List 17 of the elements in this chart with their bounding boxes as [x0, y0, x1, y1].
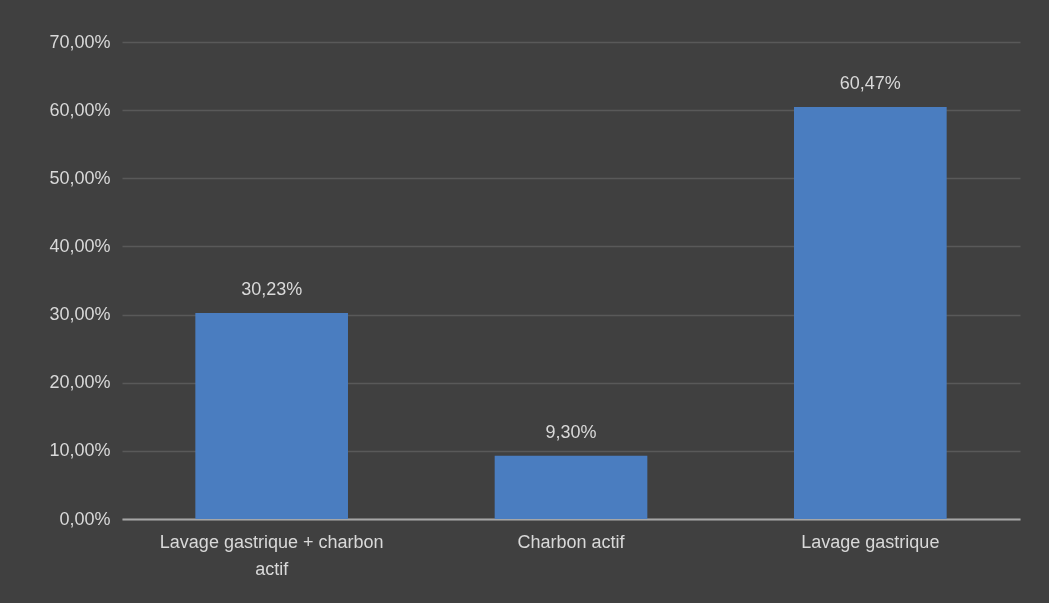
bar	[794, 106, 947, 519]
y-tick-label: 40,00%	[49, 235, 111, 256]
y-tick-label: 10,00%	[49, 440, 111, 461]
bar	[195, 313, 348, 519]
y-tick-label: 30,00%	[49, 304, 111, 325]
y-tick-label: 0,00%	[59, 508, 111, 529]
bar	[494, 455, 648, 519]
y-tick-label: 70,00%	[49, 31, 111, 52]
x-tick-label: Charbon actif	[517, 531, 626, 552]
data-label: 9,30%	[545, 421, 597, 442]
x-tick-label: Lavage gastrique + charbon actif	[159, 531, 384, 579]
data-label: 60,47%	[839, 72, 901, 93]
x-tick-label: Lavage gastrique	[801, 531, 940, 552]
y-tick-label: 50,00%	[49, 167, 111, 188]
y-tick-label: 60,00%	[49, 99, 111, 120]
data-label: 30,23%	[241, 279, 303, 299]
y-tick-label: 20,00%	[49, 372, 111, 393]
